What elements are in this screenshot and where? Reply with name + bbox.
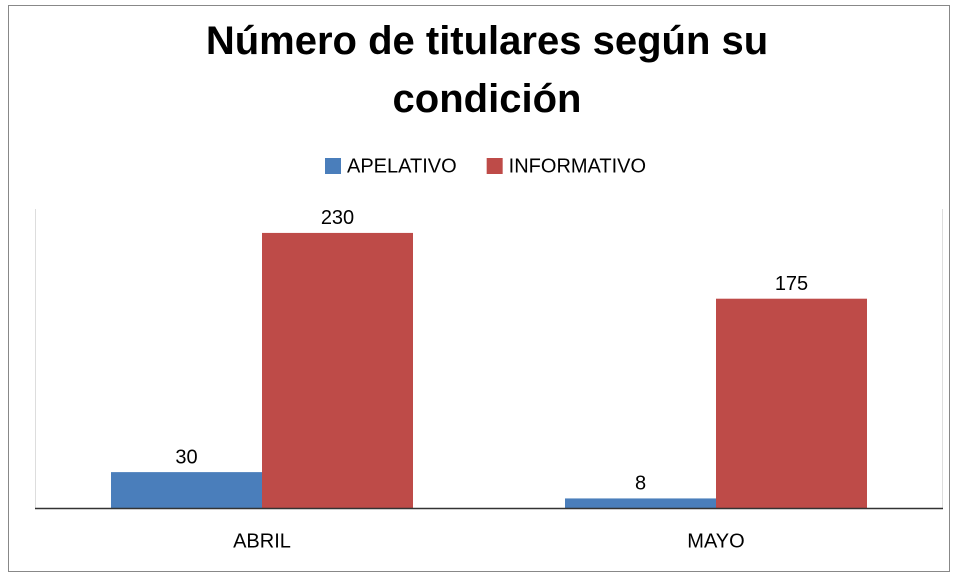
data-label: 175 — [775, 273, 808, 295]
data-label: 230 — [321, 207, 354, 229]
legend-swatch — [325, 158, 341, 174]
legend-swatch — [486, 158, 503, 174]
bar — [716, 298, 867, 508]
bar — [262, 232, 413, 509]
bar — [111, 472, 262, 508]
legend-label: APELATIVO — [347, 155, 457, 177]
legend-label: INFORMATIVO — [509, 155, 646, 177]
x-tick-label: MAYO — [687, 530, 744, 552]
data-label: 8 — [635, 473, 646, 495]
chart-title: Número de titulares según su condición — [205, 19, 769, 121]
data-label: 30 — [175, 446, 197, 468]
x-tick-label: ABRIL — [233, 530, 291, 552]
bar — [565, 498, 716, 508]
